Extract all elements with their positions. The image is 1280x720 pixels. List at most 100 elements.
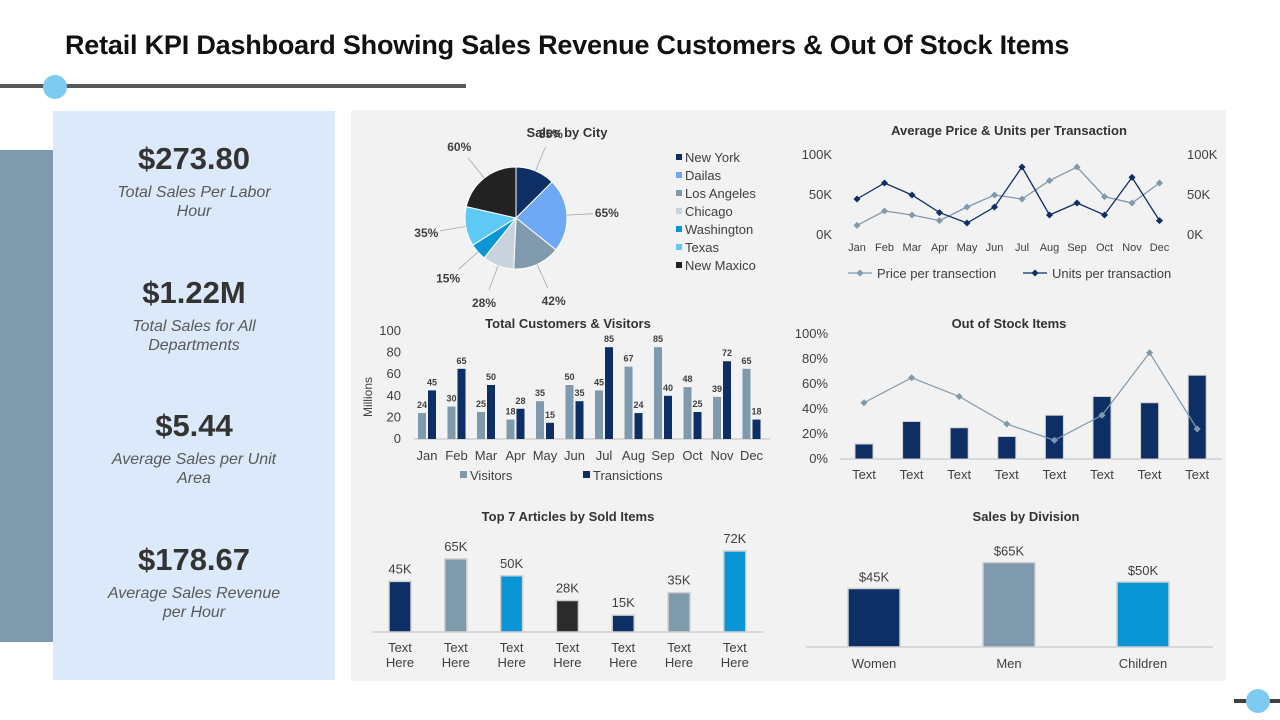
bar bbox=[605, 347, 613, 439]
legend-label: New Maxico bbox=[685, 258, 756, 273]
y-tick-label: 100% bbox=[795, 326, 829, 341]
x-tick-label: Oct bbox=[682, 448, 703, 463]
y-tick-label: 60% bbox=[802, 376, 828, 391]
legend-label: Price per transection bbox=[877, 266, 996, 281]
chart-title: Sales by City bbox=[527, 125, 609, 140]
x-tick-label: Here bbox=[442, 655, 470, 670]
chart-title: Out of Stock Items bbox=[952, 316, 1067, 331]
bar bbox=[667, 591, 691, 633]
line-point bbox=[1045, 211, 1054, 219]
x-tick-label: Text bbox=[611, 640, 635, 655]
bar bbox=[664, 395, 672, 439]
x-tick-label: Apr bbox=[931, 242, 948, 254]
chart-title: Sales by Division bbox=[973, 509, 1080, 524]
x-tick-label: Nov bbox=[710, 448, 734, 463]
bar bbox=[982, 561, 1036, 648]
y-tick-label: 100K bbox=[802, 147, 833, 162]
legend-swatch bbox=[676, 172, 682, 178]
bar-data-label: 45 bbox=[427, 377, 437, 387]
footer-dot-accent bbox=[1246, 689, 1270, 713]
x-tick-label: Mar bbox=[903, 242, 922, 254]
title-underline bbox=[0, 84, 466, 88]
x-tick-label: Jan bbox=[848, 242, 866, 254]
bar bbox=[536, 401, 544, 439]
line-point bbox=[880, 179, 889, 187]
bar bbox=[654, 347, 662, 439]
bar-data-label: 65K bbox=[444, 539, 467, 554]
bar-data-label: 30 bbox=[446, 394, 456, 404]
bar bbox=[854, 443, 874, 460]
x-tick-label: Text bbox=[1042, 467, 1066, 482]
legend-label: Transictions bbox=[593, 468, 663, 483]
line-point bbox=[935, 209, 944, 217]
bar-data-label: 72K bbox=[723, 531, 746, 546]
pie-leader-line bbox=[488, 265, 499, 291]
pie-data-label: 35% bbox=[414, 226, 438, 240]
x-tick-label: Text bbox=[852, 467, 876, 482]
x-tick-label: Text bbox=[444, 640, 468, 655]
y-tick-label: 50K bbox=[1187, 187, 1210, 202]
x-tick-label: Text bbox=[900, 467, 924, 482]
bar-data-label: $45K bbox=[859, 570, 890, 585]
y-axis-label: Millions bbox=[361, 377, 375, 417]
bar-data-label: 35 bbox=[535, 388, 545, 398]
bar bbox=[1140, 402, 1160, 460]
bar bbox=[902, 421, 922, 460]
bar bbox=[428, 390, 436, 439]
legend-label: Chicago bbox=[685, 204, 733, 219]
series-line bbox=[856, 165, 1161, 224]
line-point bbox=[860, 399, 868, 407]
x-tick-label: Dec bbox=[1150, 242, 1170, 254]
bar bbox=[611, 614, 635, 633]
legend-label: Visitors bbox=[470, 468, 513, 483]
bar-data-label: 15K bbox=[612, 595, 635, 610]
bar-data-label: 50K bbox=[500, 556, 523, 571]
pie-slice bbox=[513, 216, 557, 270]
bar bbox=[847, 587, 901, 648]
x-tick-label: Jul bbox=[1015, 242, 1029, 254]
pie-leader-line bbox=[535, 146, 546, 172]
pie-leader-line bbox=[566, 213, 593, 216]
kpi-label: Average Sales Revenue per Hour bbox=[107, 585, 281, 621]
x-tick-label: Text bbox=[500, 640, 524, 655]
x-tick-label: Text bbox=[995, 467, 1019, 482]
x-tick-label: Sep bbox=[1067, 242, 1087, 254]
kpi-card: $5.44 Average Sales per Unit Area bbox=[53, 408, 335, 488]
y-tick-label: 80 bbox=[387, 345, 401, 360]
x-tick-label: Men bbox=[996, 656, 1021, 671]
y-tick-label: 50K bbox=[809, 187, 832, 202]
legend-swatch bbox=[676, 208, 682, 214]
x-tick-label: Aug bbox=[622, 448, 645, 463]
x-tick-label: Women bbox=[852, 656, 897, 671]
bar-data-label: 85 bbox=[604, 334, 614, 344]
x-tick-label: Here bbox=[498, 655, 526, 670]
bar bbox=[949, 427, 969, 460]
page-title: Retail KPI Dashboard Showing Sales Reven… bbox=[65, 30, 1070, 60]
bar bbox=[388, 580, 412, 633]
legend-marker bbox=[856, 269, 864, 277]
bar bbox=[624, 366, 633, 439]
bar-data-label: 18 bbox=[751, 407, 761, 417]
x-tick-label: Here bbox=[665, 655, 693, 670]
legend-label: Units per transaction bbox=[1052, 266, 1171, 281]
pie-data-label: 28% bbox=[472, 296, 496, 310]
bar bbox=[1187, 374, 1207, 460]
bar bbox=[575, 401, 584, 439]
bar-data-label: $50K bbox=[1128, 563, 1159, 578]
pie-data-label: 60% bbox=[447, 140, 471, 154]
x-tick-label: Jan bbox=[417, 448, 438, 463]
legend-swatch bbox=[676, 244, 682, 250]
legend-swatch bbox=[676, 226, 682, 232]
pie-leader-line bbox=[458, 251, 479, 270]
line-point bbox=[1045, 177, 1054, 185]
bar-data-label: 24 bbox=[417, 400, 427, 410]
bar bbox=[723, 550, 747, 633]
y-tick-label: 0K bbox=[1187, 227, 1203, 242]
series-line bbox=[863, 351, 1198, 441]
kpi-card: $178.67 Average Sales Revenue per Hour bbox=[53, 542, 335, 622]
y-tick-label: 20 bbox=[387, 409, 401, 424]
bar-data-label: 25 bbox=[692, 399, 702, 409]
pie-leader-line bbox=[536, 264, 549, 289]
bar bbox=[447, 406, 456, 439]
